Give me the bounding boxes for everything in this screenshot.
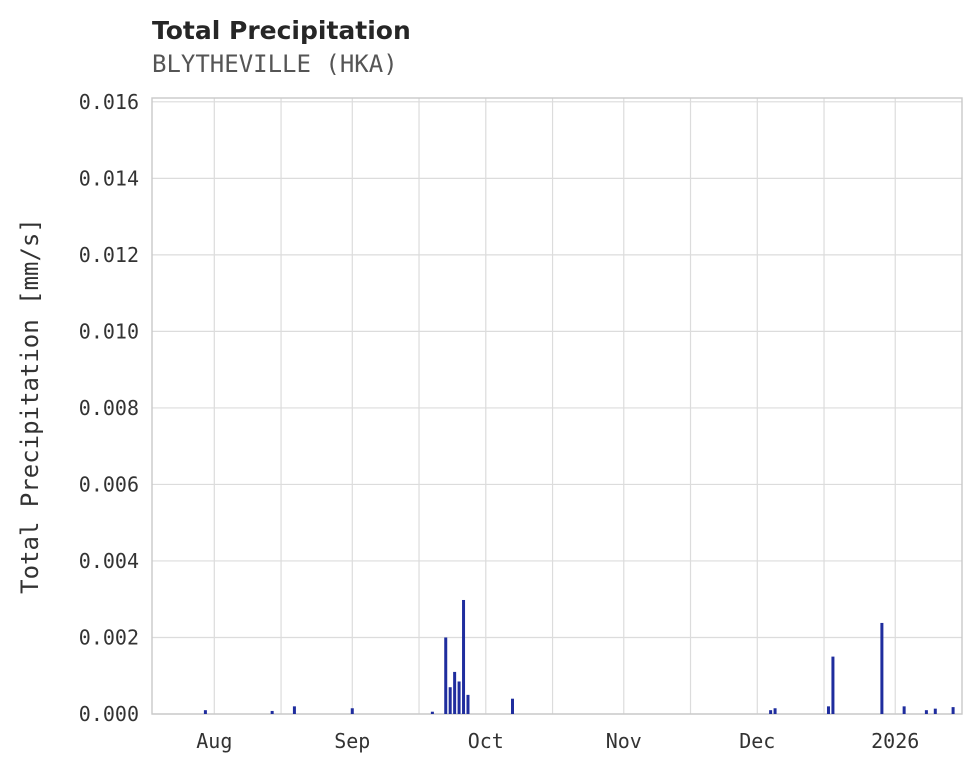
precip-bar: [510, 698, 514, 714]
precip-bar: [826, 706, 830, 714]
precip-bar: [831, 656, 835, 714]
precip-bar: [462, 599, 466, 714]
x-tick-label: Oct: [468, 729, 504, 753]
precip-bar: [453, 671, 457, 714]
x-tick-label: 2026: [871, 729, 919, 753]
precip-bar: [933, 708, 937, 714]
precip-bar: [924, 710, 928, 714]
x-tick-label: Nov: [606, 729, 642, 753]
precip-bar: [880, 622, 884, 714]
precip-bar: [466, 694, 470, 714]
y-axis-label: Total Precipitation [mm/s]: [16, 218, 44, 594]
x-tick-label: Sep: [334, 729, 370, 753]
y-tick-label: 0.004: [79, 549, 139, 573]
y-tick-label: 0.006: [79, 472, 139, 496]
precip-bar: [203, 710, 207, 714]
chart-subtitle: BLYTHEVILLE (HKA): [152, 50, 398, 78]
precip-bar: [902, 706, 906, 714]
precip-bar: [951, 707, 955, 714]
y-tick-label: 0.012: [79, 243, 139, 267]
x-tick-label: Dec: [739, 729, 775, 753]
plot-border: [151, 97, 963, 715]
y-tick-label: 0.002: [79, 625, 139, 649]
precip-bar: [457, 681, 461, 714]
precip-bar: [430, 711, 434, 714]
plot-area: [152, 98, 962, 714]
precip-bar: [773, 708, 777, 714]
y-tick-label: 0.010: [79, 319, 139, 343]
chart-title: Total Precipitation: [152, 16, 411, 45]
y-tick-label: 0.014: [79, 166, 139, 190]
precip-bar: [292, 706, 296, 714]
precip-bar: [270, 710, 274, 714]
y-tick-label: 0.008: [79, 396, 139, 420]
precip-bar: [350, 708, 354, 714]
x-tick-label: Aug: [196, 729, 232, 753]
precip-bar: [444, 637, 448, 714]
y-tick-label: 0.000: [79, 702, 139, 726]
precip-bar: [769, 710, 773, 714]
y-tick-label: 0.016: [79, 90, 139, 114]
precip-bar: [448, 687, 452, 714]
